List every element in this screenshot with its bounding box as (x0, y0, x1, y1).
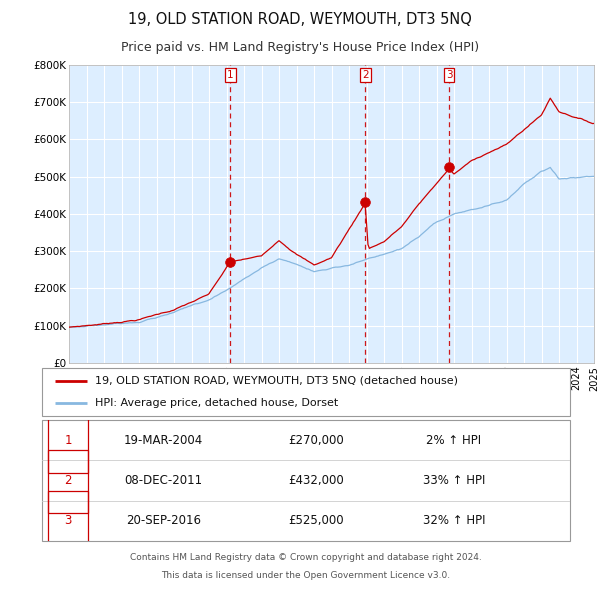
Text: This data is licensed under the Open Government Licence v3.0.: This data is licensed under the Open Gov… (161, 571, 451, 580)
Text: 3: 3 (446, 70, 452, 80)
Text: HPI: Average price, detached house, Dorset: HPI: Average price, detached house, Dors… (95, 398, 338, 408)
Text: 19, OLD STATION ROAD, WEYMOUTH, DT3 5NQ: 19, OLD STATION ROAD, WEYMOUTH, DT3 5NQ (128, 12, 472, 27)
Text: 19-MAR-2004: 19-MAR-2004 (124, 434, 203, 447)
Text: £432,000: £432,000 (289, 474, 344, 487)
Text: Contains HM Land Registry data © Crown copyright and database right 2024.: Contains HM Land Registry data © Crown c… (130, 553, 482, 562)
Text: 2% ↑ HPI: 2% ↑ HPI (426, 434, 481, 447)
Text: 32% ↑ HPI: 32% ↑ HPI (422, 514, 485, 527)
Bar (49, 410, 88, 473)
Text: 08-DEC-2011: 08-DEC-2011 (124, 474, 203, 487)
Text: Price paid vs. HM Land Registry's House Price Index (HPI): Price paid vs. HM Land Registry's House … (121, 41, 479, 54)
Text: £525,000: £525,000 (289, 514, 344, 527)
Text: 3: 3 (64, 514, 72, 527)
Text: 19, OLD STATION ROAD, WEYMOUTH, DT3 5NQ (detached house): 19, OLD STATION ROAD, WEYMOUTH, DT3 5NQ … (95, 376, 458, 386)
Text: £270,000: £270,000 (289, 434, 344, 447)
Text: 2: 2 (362, 70, 368, 80)
Text: 1: 1 (64, 434, 72, 447)
Bar (49, 450, 88, 513)
Text: 1: 1 (227, 70, 233, 80)
Text: 20-SEP-2016: 20-SEP-2016 (126, 514, 201, 527)
Text: 33% ↑ HPI: 33% ↑ HPI (422, 474, 485, 487)
Bar (49, 491, 88, 553)
Text: 2: 2 (64, 474, 72, 487)
